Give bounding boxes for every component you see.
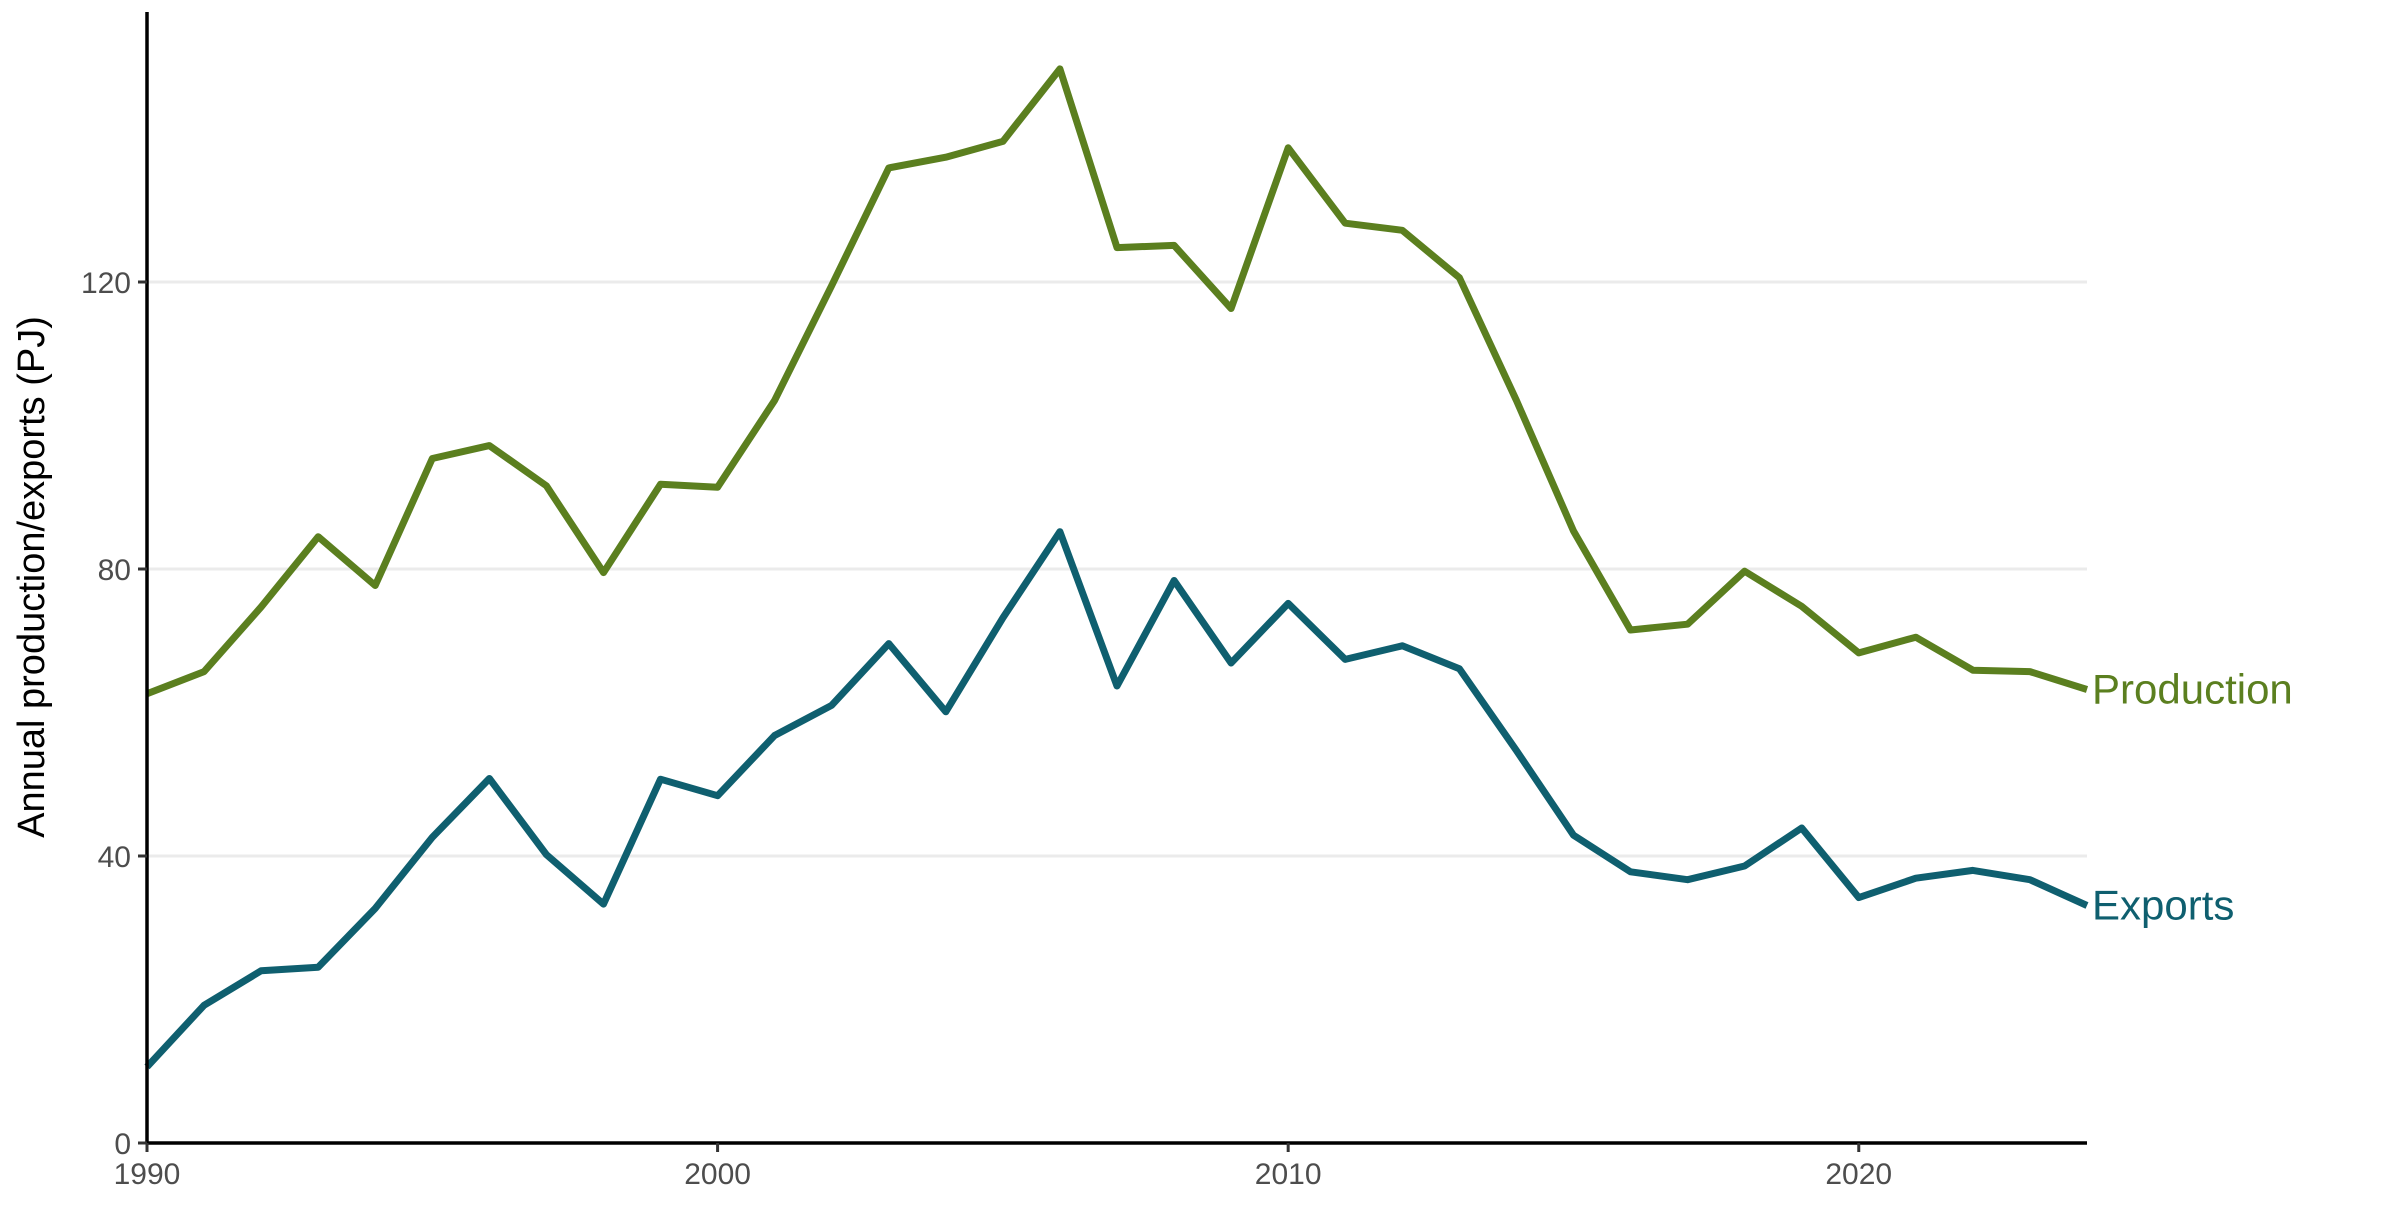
x-tick-label-1990: 1990 — [114, 1158, 181, 1191]
y-tick-label-0: 0 — [114, 1128, 131, 1161]
series-label-production: Production — [2092, 666, 2293, 713]
y-tick-label-120: 120 — [81, 267, 131, 300]
labels: Production Exports 0 40 80 120 1990 2000 2010 202… — [81, 267, 2293, 1191]
y-axis-title: Annual production/exports (PJ) — [11, 316, 53, 838]
series-line-exports — [144, 528, 2089, 1070]
x-tick-label-2010: 2010 — [1255, 1158, 1322, 1191]
x-tick-label-2000: 2000 — [684, 1158, 751, 1191]
axes — [138, 12, 2087, 1152]
y-tick-label-40: 40 — [98, 841, 131, 874]
series-lines — [144, 65, 2089, 1070]
series-label-exports: Exports — [2092, 882, 2234, 929]
x-tick-label-2020: 2020 — [1825, 1158, 1892, 1191]
gridlines — [147, 280, 2087, 858]
series-line-production — [145, 65, 2089, 698]
y-tick-label-80: 80 — [98, 554, 131, 587]
